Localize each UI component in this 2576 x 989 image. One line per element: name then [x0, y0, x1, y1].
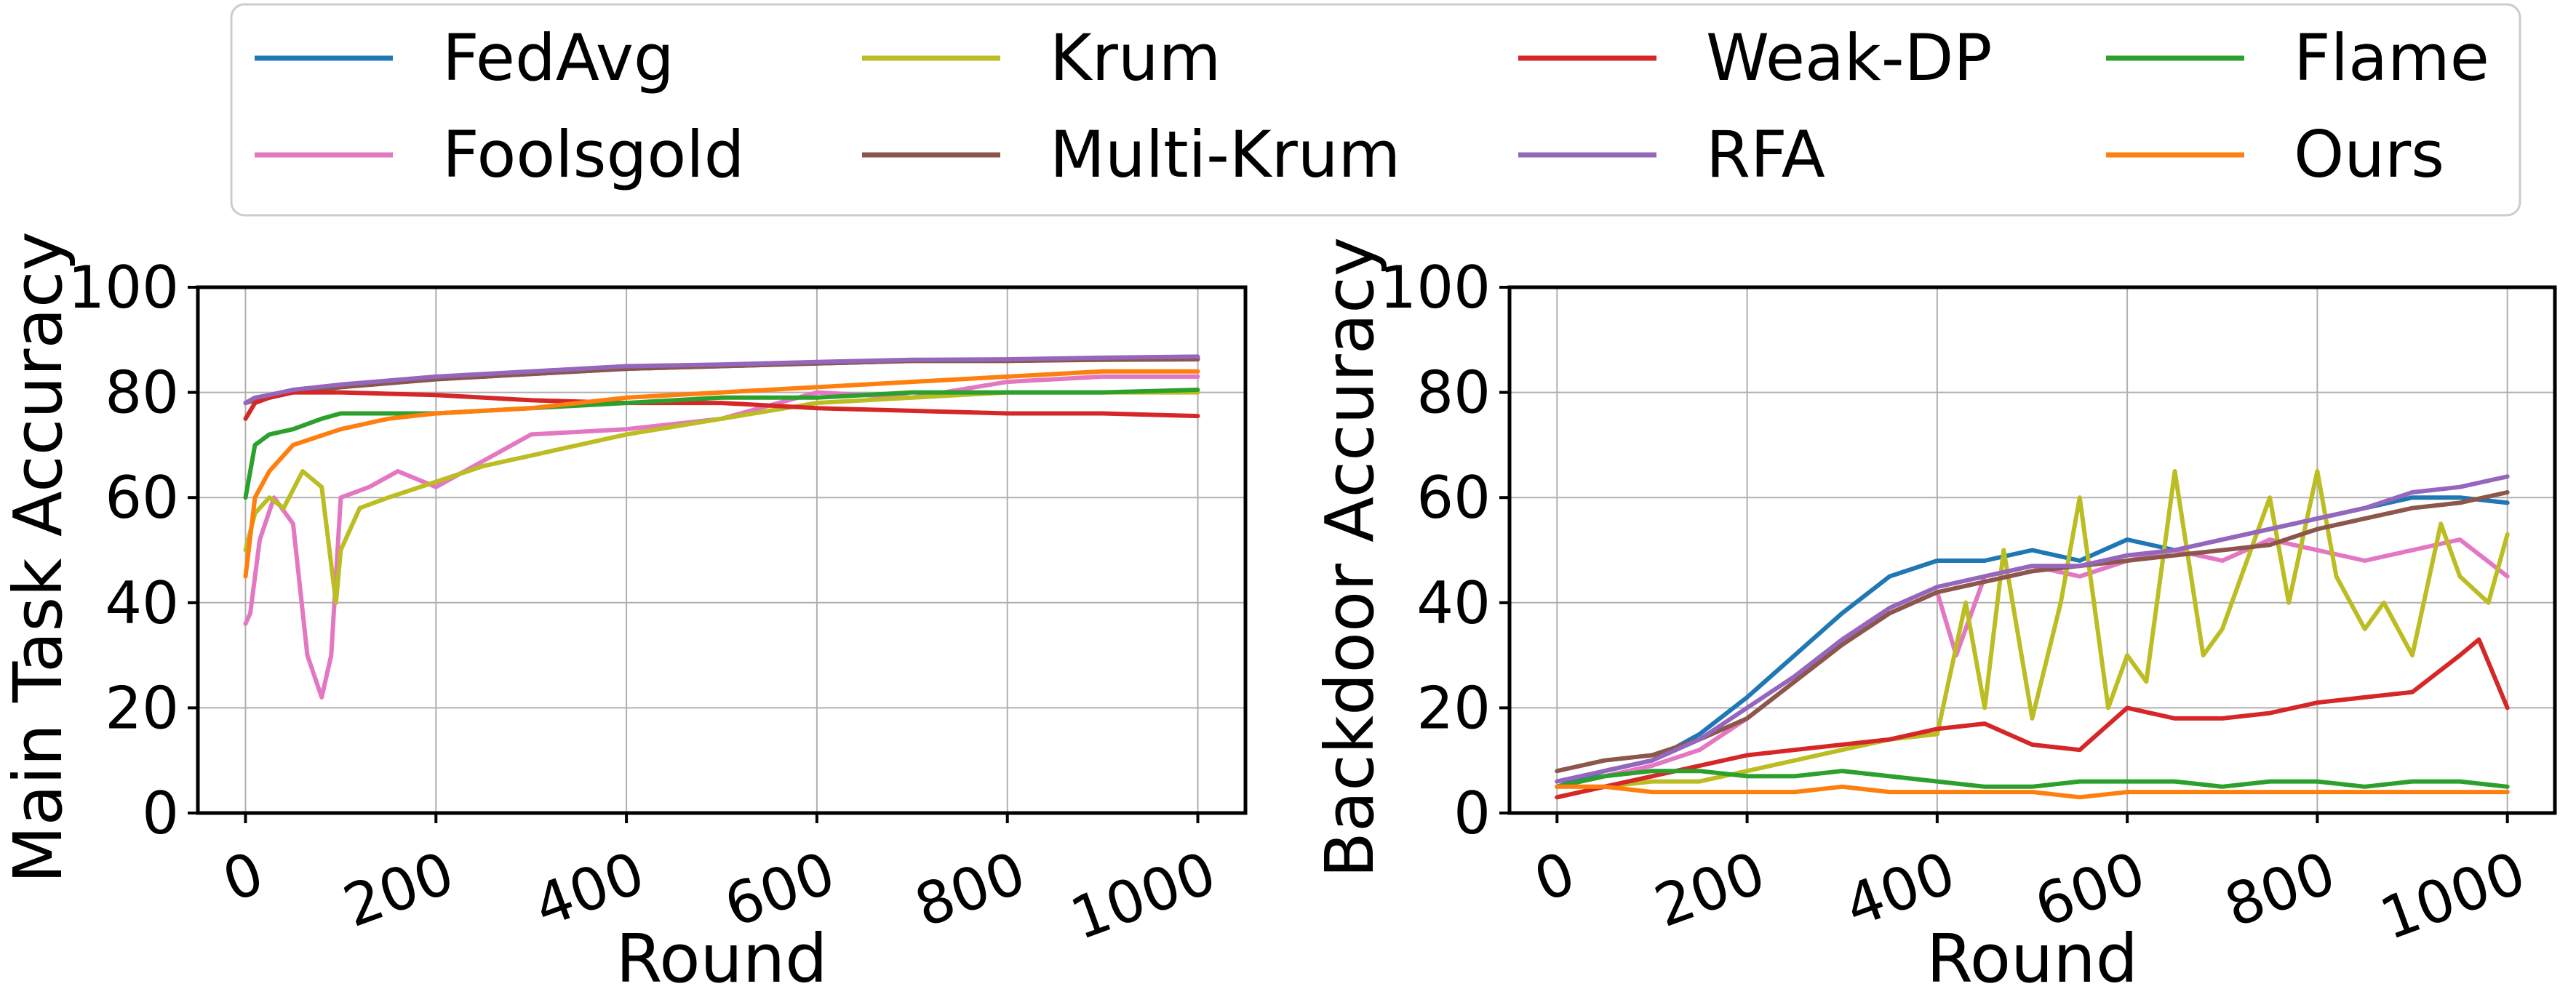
y-tick-label: 100: [68, 254, 179, 321]
x-axis-label: Round: [1926, 920, 2138, 989]
y-tick-label: 0: [142, 780, 179, 847]
series-line-flame: [243, 388, 1200, 500]
x-tick-label: 1000: [2372, 838, 2534, 953]
legend-label: Ours: [2294, 117, 2444, 192]
series-line-ours: [1555, 784, 2510, 800]
y-tick-label: 80: [105, 359, 179, 427]
series-line-foolsgold: [243, 374, 1200, 700]
series-line-flame: [1555, 769, 2510, 789]
legend: FedAvg Krum Weak-DP Flame Foolsgold Multi-Kru…: [230, 3, 2521, 217]
series-group: [1555, 469, 2510, 800]
plot-frame: [1507, 285, 2557, 815]
x-tick-label: 800: [906, 838, 1034, 940]
y-tick-label: 60: [105, 464, 179, 532]
y-tick-label: 20: [105, 674, 179, 742]
series-line-foolsgold: [1555, 537, 2510, 789]
legend-label: RFA: [1706, 117, 1825, 192]
series-line-krum: [243, 390, 1200, 605]
series-line-rfa: [243, 354, 1200, 406]
y-tick-label: 80: [1416, 359, 1491, 427]
legend-label: Flame: [2294, 20, 2489, 95]
series-group: [243, 354, 1200, 700]
series-line-krum: [1555, 469, 2510, 800]
y-tick-label: 60: [1416, 464, 1491, 532]
series-line-ours: [243, 369, 1200, 579]
x-tick-label: 200: [1646, 838, 1774, 940]
series-line-rfa: [1555, 474, 2510, 784]
y-tick-label: 100: [1379, 254, 1491, 321]
legend-label: Weak-DP: [1706, 20, 1992, 95]
x-tick-label: 200: [335, 838, 462, 940]
x-tick-label: 0: [1526, 838, 1584, 915]
x-tick-label: 0: [214, 838, 272, 915]
y-tick-label: 40: [1416, 569, 1491, 637]
series-line-multi-krum: [1555, 490, 2510, 774]
legend-label: Krum: [1050, 20, 1221, 95]
x-tick-label: 800: [2217, 838, 2344, 940]
y-tick-label: 40: [105, 569, 179, 637]
x-tick-label: 1000: [1062, 838, 1224, 953]
legend-label: Multi-Krum: [1050, 117, 1400, 192]
y-tick-label: 20: [1416, 674, 1491, 742]
x-axis-label: Round: [615, 920, 827, 989]
y-tick-label: 0: [1454, 780, 1491, 847]
legend-frame: [230, 3, 2521, 217]
legend-label: Foolsgold: [442, 117, 744, 192]
series-line-weak-dp: [1555, 637, 2510, 800]
y-axis-label: Main Task Accuracy: [0, 231, 77, 884]
plot-frame: [196, 285, 1248, 815]
y-axis-label: Backdoor Accuracy: [1311, 237, 1389, 878]
legend-label: FedAvg: [442, 20, 674, 95]
